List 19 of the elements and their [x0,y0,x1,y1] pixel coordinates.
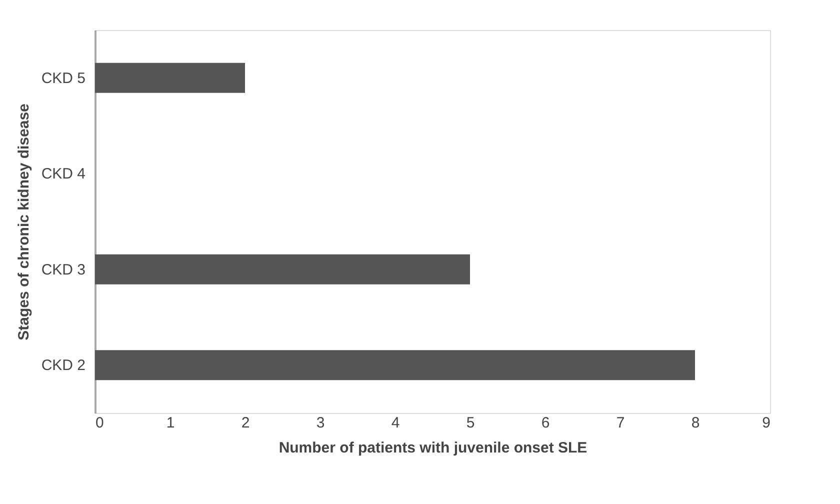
x-tick-label: 0 [96,414,104,432]
x-tick-label: 2 [241,414,250,432]
y-tick-label: CKD 2 [41,357,86,374]
y-tick-label: CKD 3 [41,261,86,278]
bar [95,62,245,93]
x-tick-label: 8 [691,414,700,432]
x-tick-label: 7 [616,414,625,432]
x-tick-label: 6 [541,414,550,432]
y-axis-title: Stages of chronic kidney disease [15,104,32,340]
x-tick-label: 9 [762,414,770,432]
x-tick-label: 4 [391,414,400,432]
x-tick-label: 3 [316,414,325,432]
x-tick-label: 1 [166,414,175,432]
y-tick-label: CKD 5 [41,70,86,87]
bar [95,254,470,284]
y-tick-label: CKD 4 [41,166,86,183]
bar [95,350,695,380]
x-axis-title: Number of patients with juvenile onset SLE [278,440,588,456]
x-tick-label: 5 [466,414,475,432]
